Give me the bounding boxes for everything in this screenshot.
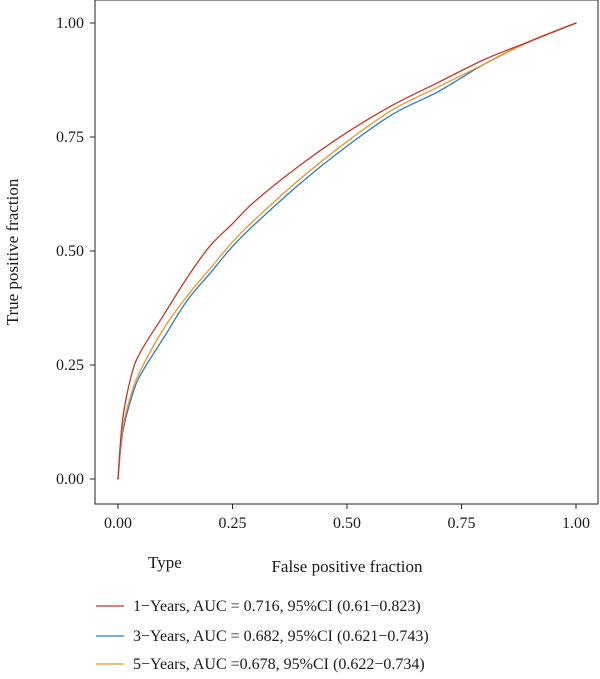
legend-label-2: 3−Years, AUC = 0.682, 95%CI (0.621−0.743…	[133, 628, 429, 645]
legend: 1−Years, AUC = 0.716, 95%CI (0.61−0.823)…	[96, 598, 429, 673]
x-tick-label: 0.50	[333, 515, 361, 532]
x-axis: 0.00 0.25 0.50 0.75 1.00	[104, 504, 590, 532]
legend-label-1: 1−Years, AUC = 0.716, 95%CI (0.61−0.823)	[133, 598, 421, 615]
y-tick-label: 1.00	[56, 15, 84, 32]
x-tick-label: 0.25	[219, 515, 247, 532]
y-axis-title: True positive fraction	[3, 178, 22, 325]
plot-panel	[94, 0, 599, 505]
y-axis: 0.00 0.25 0.50 0.75 1.00	[56, 15, 95, 488]
series-line-2	[117, 22, 577, 480]
x-tick-label: 0.00	[104, 515, 132, 532]
y-tick-label: 0.50	[56, 243, 84, 260]
series-layer	[117, 22, 577, 480]
y-tick-label: 0.75	[56, 129, 84, 146]
series-line-1	[117, 22, 577, 480]
y-tick-label: 0.25	[56, 357, 84, 374]
series-line-3	[117, 22, 577, 480]
y-tick-label: 0.00	[56, 471, 84, 488]
x-tick-label: 0.75	[448, 515, 476, 532]
legend-title: Type	[148, 553, 182, 572]
x-axis-title: False positive fraction	[271, 557, 423, 576]
x-tick-label: 1.00	[562, 515, 590, 532]
legend-label-3: 5−Years, AUC =0.678, 95%CI (0.622−0.734)	[133, 656, 425, 673]
